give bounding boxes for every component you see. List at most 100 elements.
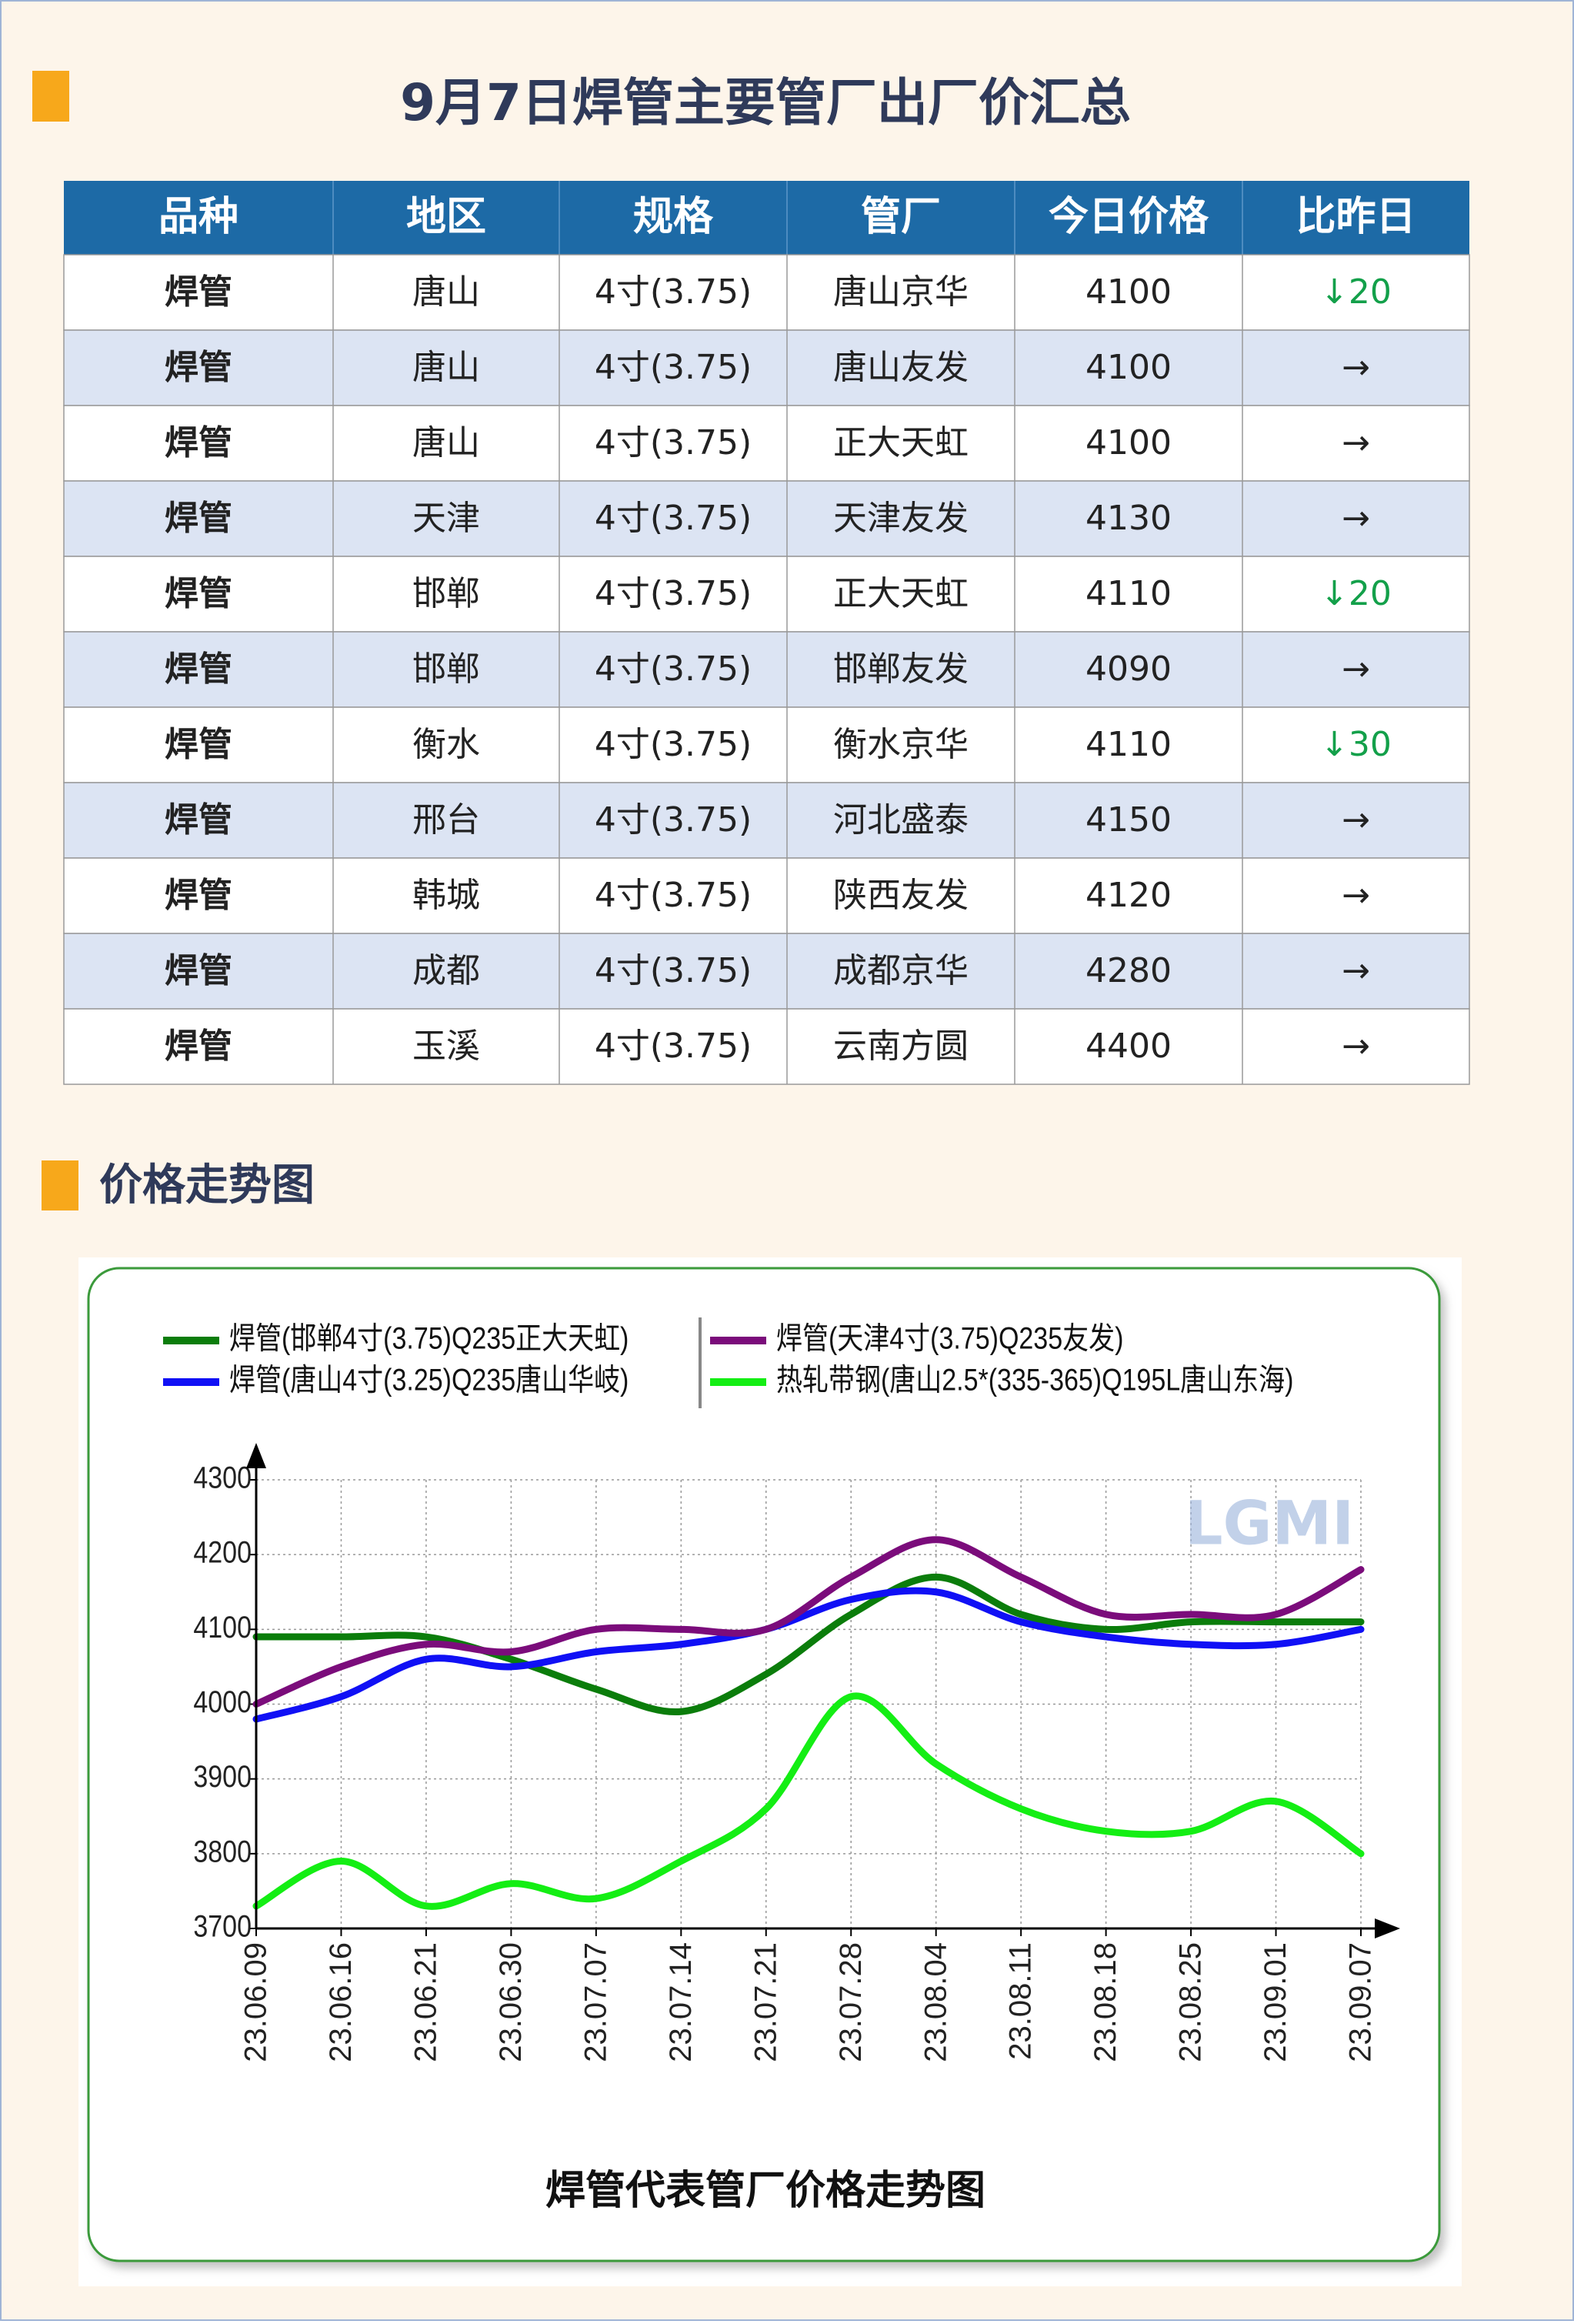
table-cell: 正大天虹 xyxy=(833,574,969,613)
header-cell: 品种 xyxy=(158,194,238,240)
table-cell: → xyxy=(1342,423,1370,462)
legend-label: 焊管(唐山4寸(3.25)Q235唐山华岐) xyxy=(229,1362,629,1397)
x-tick-label: 23.06.16 xyxy=(324,1942,358,2062)
series-line xyxy=(252,1536,1365,1708)
x-tick-label: 23.06.30 xyxy=(494,1942,528,2062)
table-cell: 衡水京华 xyxy=(833,725,969,764)
table-cell: → xyxy=(1342,649,1370,689)
y-axis-arrow xyxy=(246,1443,266,1468)
x-tick-label: 23.08.04 xyxy=(919,1942,952,2062)
table-cell: 4120 xyxy=(1085,876,1172,915)
table-cell: 唐山友发 xyxy=(833,348,969,387)
table-row-bg xyxy=(63,933,1470,1010)
table-cell: 焊管 xyxy=(165,1027,232,1066)
table-cell: 4寸(3.75) xyxy=(595,348,752,387)
table-cell: 焊管 xyxy=(165,574,232,613)
x-axis-arrow xyxy=(1375,1918,1400,1938)
table-cell: 唐山京华 xyxy=(833,272,969,312)
x-tick-label: 23.07.07 xyxy=(579,1942,612,2062)
x-tick-label: 23.09.01 xyxy=(1259,1942,1292,2062)
x-tick-label: 23.09.07 xyxy=(1344,1942,1378,2062)
title-marker xyxy=(32,71,69,122)
table-cell: 4100 xyxy=(1085,348,1172,387)
table-cell: 焊管 xyxy=(165,423,232,462)
table-cell: 天津 xyxy=(412,499,480,538)
table-cell: 焊管 xyxy=(165,348,232,387)
table-cell: 4寸(3.75) xyxy=(595,951,752,990)
table-cell: → xyxy=(1342,800,1370,840)
table-cell: 邯郸 xyxy=(412,574,480,613)
table-cell: 4280 xyxy=(1085,951,1172,990)
table-cell: 焊管 xyxy=(165,649,232,689)
table-cell: 4寸(3.75) xyxy=(595,725,752,764)
table-cell: 成都 xyxy=(412,951,480,990)
table-cell: ↓30 xyxy=(1320,725,1392,764)
table-row-bg xyxy=(63,631,1470,708)
table-cell: 焊管 xyxy=(165,800,232,840)
table-cell: → xyxy=(1342,499,1370,538)
table-cell: → xyxy=(1342,951,1370,990)
table-header-bg xyxy=(64,181,1469,255)
table-cell: 焊管 xyxy=(165,725,232,764)
table-cell: 陕西友发 xyxy=(833,876,969,915)
x-tick-label: 23.07.21 xyxy=(749,1942,782,2062)
table-cell: 4110 xyxy=(1085,725,1172,764)
chart-frame xyxy=(87,1267,1441,2262)
table-row-bg xyxy=(63,706,1470,783)
table-cell: 4100 xyxy=(1085,272,1172,312)
table-cell: 唐山 xyxy=(412,423,480,462)
table-cell: 河北盛泰 xyxy=(833,800,969,840)
table-cell: 天津友发 xyxy=(833,499,969,538)
y-tick-label: 3800 xyxy=(193,1834,252,1868)
table-cell: 云南方圆 xyxy=(833,1027,969,1066)
table-cell: 4400 xyxy=(1085,1027,1172,1066)
table-cell: 4110 xyxy=(1085,574,1172,613)
x-tick-label: 23.08.25 xyxy=(1174,1942,1208,2062)
table-cell: ↓20 xyxy=(1320,574,1392,613)
y-tick-label: 4200 xyxy=(193,1534,252,1569)
table-cell: 4寸(3.75) xyxy=(595,272,752,312)
table-row-bg xyxy=(63,1008,1470,1085)
table-row-bg xyxy=(63,480,1470,557)
section-title: 价格走势图 xyxy=(99,1160,315,1210)
y-tick-label: 3700 xyxy=(193,1908,252,1943)
table-cell: 4寸(3.75) xyxy=(595,423,752,462)
table-row-bg xyxy=(63,405,1470,482)
x-tick-label: 23.06.21 xyxy=(409,1942,442,2062)
header-cell: 规格 xyxy=(633,194,714,240)
table-cell: 4寸(3.75) xyxy=(595,876,752,915)
page-title: 9月7日焊管主要管厂出厂价汇总 xyxy=(400,73,1131,132)
table-cell: ↓20 xyxy=(1320,272,1392,312)
header-cell: 管厂 xyxy=(861,194,941,240)
legend-label: 焊管(邯郸4寸(3.75)Q235正大天虹) xyxy=(229,1321,629,1355)
table-cell: 4100 xyxy=(1085,423,1172,462)
table-cell: 衡水 xyxy=(412,725,480,764)
table-row-bg xyxy=(63,254,1470,331)
x-tick-label: 23.07.28 xyxy=(834,1942,868,2062)
table-cell: 唐山 xyxy=(412,348,480,387)
series-line xyxy=(252,1587,1365,1723)
table-row-bg xyxy=(63,782,1470,859)
x-tick-label: 23.08.18 xyxy=(1089,1942,1122,2062)
table-cell: 正大天虹 xyxy=(833,423,969,462)
header-cell: 今日价格 xyxy=(1049,194,1209,240)
table-cell: 焊管 xyxy=(165,951,232,990)
watermark: LGMI xyxy=(1185,1489,1354,1558)
y-tick-label: 4000 xyxy=(193,1684,252,1718)
x-tick-label: 23.06.09 xyxy=(239,1942,273,2062)
header-cell: 地区 xyxy=(406,194,486,240)
table-cell: 4寸(3.75) xyxy=(595,649,752,689)
table-cell: 成都京华 xyxy=(833,951,969,990)
table-row-bg xyxy=(63,556,1470,633)
table-cell: → xyxy=(1342,876,1370,915)
x-tick-label: 23.08.11 xyxy=(1004,1942,1038,2060)
header-cell: 比昨日 xyxy=(1296,194,1416,240)
table-cell: 焊管 xyxy=(165,876,232,915)
table-cell: 4150 xyxy=(1085,800,1172,840)
table-cell: 焊管 xyxy=(165,499,232,538)
y-tick-label: 4100 xyxy=(193,1609,252,1644)
table-cell: 4130 xyxy=(1085,499,1172,538)
table-cell: 4寸(3.75) xyxy=(595,1027,752,1066)
table-cell: 邢台 xyxy=(412,800,480,840)
